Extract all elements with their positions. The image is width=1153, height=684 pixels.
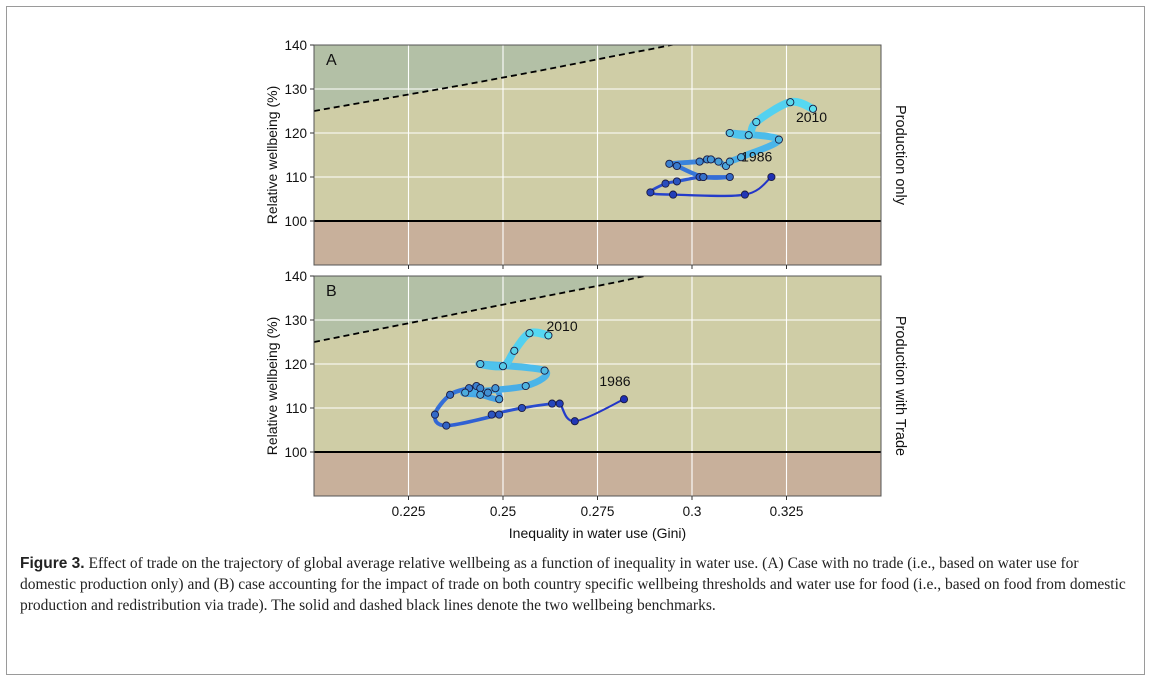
y-axis-label: Relative wellbeing (%) [264, 86, 280, 225]
caption-text: Effect of trade on the trajectory of glo… [20, 555, 1126, 614]
trajectory-point [491, 384, 500, 393]
x-tick-label: 0.325 [770, 504, 804, 519]
trajectory-segment [671, 193, 747, 198]
y-tick-label: 100 [284, 445, 307, 460]
trajectory-point [808, 104, 818, 113]
x-tick-label: 0.3 [683, 504, 702, 519]
trajectory-point [540, 366, 549, 375]
trajectory-point [510, 346, 519, 355]
trajectory-point [487, 410, 496, 419]
year-annotation: 1986 [741, 149, 772, 165]
trajectory-point [752, 117, 761, 127]
trajectory-point [544, 331, 553, 340]
year-annotation: 1986 [599, 373, 630, 389]
trajectory-point [476, 390, 485, 399]
side-label: Production with Trade [892, 316, 908, 456]
trajectory-point [725, 172, 734, 182]
year-annotation: 2010 [796, 109, 827, 125]
x-tick-label: 0.225 [392, 504, 426, 519]
trajectory-point [430, 410, 440, 419]
y-axis-label: Relative wellbeing (%) [264, 317, 280, 456]
trajectory-point [786, 98, 795, 107]
trajectory-point [767, 172, 776, 182]
y-tick-label: 130 [284, 82, 307, 97]
panel-b: 2010 1986 100 110 120 130 140 0.225 0.25 0.275 0.3… [264, 269, 908, 541]
trajectory-point [774, 135, 783, 144]
trajectory-point [706, 155, 715, 164]
trajectory-point [725, 157, 734, 166]
trajectory-point [476, 384, 485, 393]
figure-charts: 2010 1986 100 110 120 130 140 A Relative wellbei… [264, 38, 908, 541]
y-tick-label: 110 [285, 170, 307, 185]
panel-label: B [326, 283, 337, 300]
x-tick-label: 0.25 [490, 504, 516, 519]
trajectory-point [517, 403, 526, 413]
year-annotation: 2010 [546, 318, 577, 334]
trajectory-point [672, 161, 681, 171]
trajectory-point [669, 190, 678, 199]
trajectory-point [495, 395, 504, 404]
trajectory-point [525, 329, 534, 338]
trajectory-point [725, 128, 734, 138]
x-axis-label: Inequality in water use (Gini) [509, 525, 686, 541]
trajectory-point [548, 399, 557, 408]
trajectory-point [737, 153, 746, 162]
figure-caption: Figure 3. Effect of trade on the traject… [20, 553, 1130, 616]
trajectory-point [555, 399, 564, 408]
trajectory-point [646, 188, 655, 197]
trajectory-point [695, 157, 704, 166]
trajectory-point [498, 362, 508, 371]
trajectory [646, 97, 818, 199]
trajectory-point [740, 190, 749, 199]
caption-label: Figure 3. [20, 555, 85, 572]
trajectory-point [744, 131, 753, 140]
trajectory-point [570, 417, 579, 426]
figure-frame [6, 6, 1145, 675]
y-tick-label: 120 [284, 357, 307, 372]
trajectory-point [495, 410, 504, 419]
trajectory-point [461, 388, 470, 397]
panel-a: 2010 1986 100 110 120 130 140 A Relative wellbei… [264, 38, 908, 269]
panel-label: A [326, 52, 337, 69]
y-tick-label: 140 [284, 269, 307, 284]
side-label: Production only [892, 105, 908, 206]
trajectory-point [661, 179, 670, 188]
trajectory-point [446, 390, 455, 399]
dashed-benchmark-line [314, 276, 647, 343]
y-tick-label: 140 [284, 38, 307, 53]
y-tick-label: 120 [284, 126, 307, 141]
trajectory-point [699, 172, 708, 182]
y-tick-label: 100 [284, 214, 307, 229]
trajectory-point [665, 159, 674, 168]
trajectory-point [521, 381, 530, 391]
y-tick-label: 130 [284, 313, 307, 328]
trajectory [430, 328, 629, 430]
trajectory-point [672, 177, 681, 186]
trajectory-point [714, 157, 723, 166]
trajectory-point [483, 388, 492, 397]
x-tick-label: 0.275 [581, 504, 615, 519]
trajectory-point [619, 395, 629, 404]
y-tick-label: 110 [285, 401, 307, 416]
trajectory-point [476, 359, 485, 369]
trajectory-point [442, 421, 451, 430]
dashed-benchmark-line [314, 45, 674, 112]
